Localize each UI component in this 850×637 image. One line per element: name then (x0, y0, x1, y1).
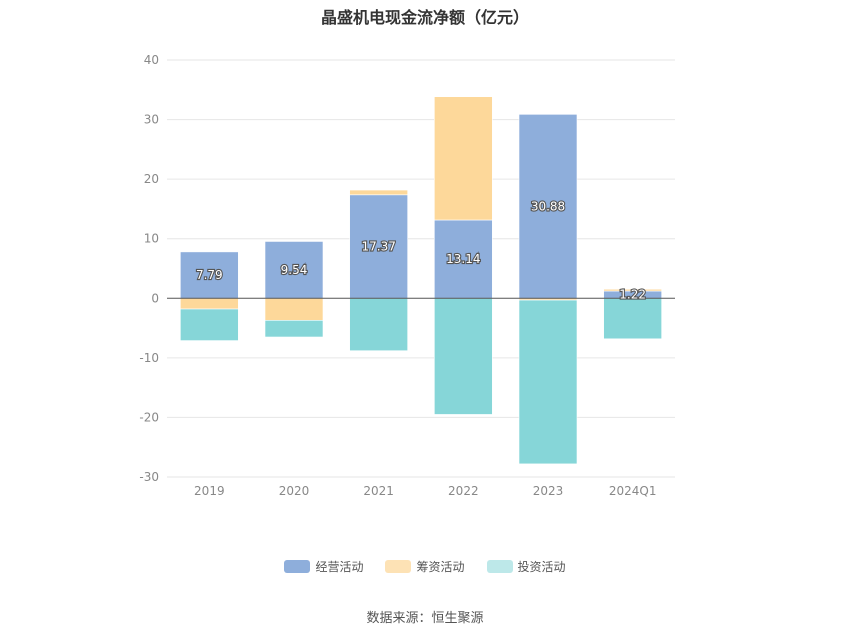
legend-item-financing[interactable]: 筹资活动 (385, 558, 465, 575)
bar-0-4 (518, 114, 578, 299)
bar-1-2 (349, 189, 408, 196)
y-tick-label: -20 (139, 410, 159, 424)
y-tick-label: -30 (139, 470, 159, 484)
bar-2-2 (349, 297, 408, 352)
bars (180, 96, 662, 465)
legend-label-investing: 投资活动 (517, 560, 566, 574)
data-label: 9.54 (281, 263, 308, 277)
legend-swatch-investing (486, 560, 513, 573)
bar-0-2 (349, 194, 408, 299)
y-tick-label: 0 (151, 291, 159, 305)
legend-swatch-operating (284, 560, 311, 573)
bar-0-1 (264, 241, 324, 299)
bar-2-4 (518, 299, 578, 465)
legend-item-investing[interactable]: 投资活动 (486, 558, 566, 575)
data-label: 13.14 (446, 252, 480, 266)
bar-2-0 (180, 308, 239, 341)
legend-item-operating[interactable]: 经营活动 (284, 558, 363, 575)
data-labels: 7.79 9.54 17.37 13.14 30.88 1.22 (195, 198, 647, 303)
data-source: 数据来源：恒生聚源 (366, 611, 484, 626)
bar-1-5 (603, 288, 662, 292)
y-tick-label: 30 (144, 113, 159, 127)
x-axis-ticks: 2019 2020 2021 2022 2023 2024Q1 (194, 484, 656, 498)
y-tick-label: -10 (139, 351, 159, 365)
data-label: 7.79 (196, 268, 223, 282)
legend-swatch-financing (385, 560, 412, 573)
legend: 经营活动 筹资活动 投资活动 (0, 558, 850, 575)
chart-title: 晶盛机电现金流净额（亿元） (320, 8, 529, 27)
y-tick-label: 20 (144, 172, 159, 186)
x-tick-label: 2020 (279, 484, 310, 498)
bar-0-3 (434, 219, 493, 299)
data-label: 30.88 (531, 199, 565, 213)
bar-2-5 (603, 297, 662, 340)
y-axis-ticks: -30 -20 -10 0 10 20 30 40 (139, 53, 159, 484)
y-tick-label: 10 (144, 232, 159, 246)
x-tick-label: 2024Q1 (609, 484, 657, 498)
bar-2-3 (434, 297, 493, 415)
x-tick-label: 2021 (363, 484, 394, 498)
bar-1-0 (180, 297, 239, 310)
x-tick-label: 2023 (533, 484, 564, 498)
legend-label-operating: 经营活动 (315, 560, 364, 574)
bar-1-1 (264, 297, 324, 321)
data-label: 17.37 (361, 240, 395, 254)
bar-0-0 (180, 251, 239, 299)
data-label: 1.22 (619, 288, 646, 302)
y-tick-label: 40 (144, 53, 159, 67)
bar-2-1 (264, 320, 324, 338)
x-tick-label: 2019 (194, 484, 225, 498)
legend-label-financing: 筹资活动 (416, 560, 465, 574)
grid-lines (167, 59, 675, 478)
x-tick-label: 2022 (448, 484, 479, 498)
bar-1-3 (434, 96, 493, 221)
